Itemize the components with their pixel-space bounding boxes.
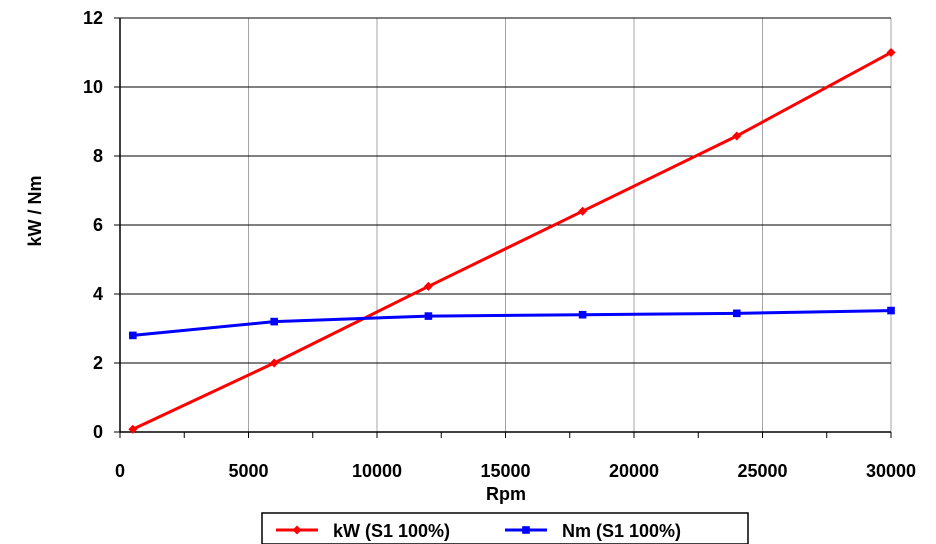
x-tick-label: 20000: [609, 461, 659, 481]
y-tick-labels: 0 2 4 6 8 10 12: [83, 8, 103, 442]
x-tick-label: 15000: [480, 461, 530, 481]
x-tick-labels: 0 5000 10000 15000 20000 25000 30000: [115, 461, 916, 481]
x-tick-label: 10000: [352, 461, 402, 481]
y-axis-label: kW / Nm: [25, 175, 45, 246]
legend-label-kw: kW (S1 100%): [333, 521, 450, 541]
axes: [114, 17, 892, 438]
y-tick-label: 6: [93, 215, 103, 235]
data-point-kw: [128, 424, 138, 434]
data-point-nm: [887, 306, 895, 315]
y-tick-label: 2: [93, 353, 103, 373]
data-point-kw: [423, 281, 433, 291]
legend-label-nm: Nm (S1 100%): [562, 521, 681, 541]
y-tick-label: 10: [83, 77, 103, 97]
y-tick-label: 12: [83, 8, 103, 28]
series-line-kw: [132, 51, 892, 431]
x-tick-label: 30000: [866, 461, 916, 481]
series-group: [128, 48, 896, 434]
data-point-nm: [424, 312, 433, 320]
x-tick-label: 0: [115, 461, 125, 481]
y-tick-label: 8: [93, 146, 103, 166]
data-point-kw: [269, 358, 279, 368]
x-tick-label: 5000: [228, 461, 268, 481]
data-point-kw: [578, 206, 588, 216]
y-tick-label: 0: [93, 422, 103, 442]
grid: [120, 17, 892, 432]
x-tick-label: 25000: [737, 461, 787, 481]
y-tick-label: 4: [93, 284, 103, 304]
legend-marker-nm: [522, 526, 530, 534]
data-point-kw: [886, 48, 896, 57]
data-point-nm: [733, 309, 741, 318]
data-point-nm: [578, 310, 587, 319]
legend: kW (S1 100%) Nm (S1 100%): [261, 512, 749, 544]
series-line-nm: [132, 309, 892, 337]
legend-marker-kw: [292, 525, 302, 535]
data-point-nm: [270, 317, 278, 326]
data-point-nm: [129, 331, 137, 340]
data-point-kw: [732, 131, 742, 141]
x-axis-label: Rpm: [486, 484, 526, 504]
